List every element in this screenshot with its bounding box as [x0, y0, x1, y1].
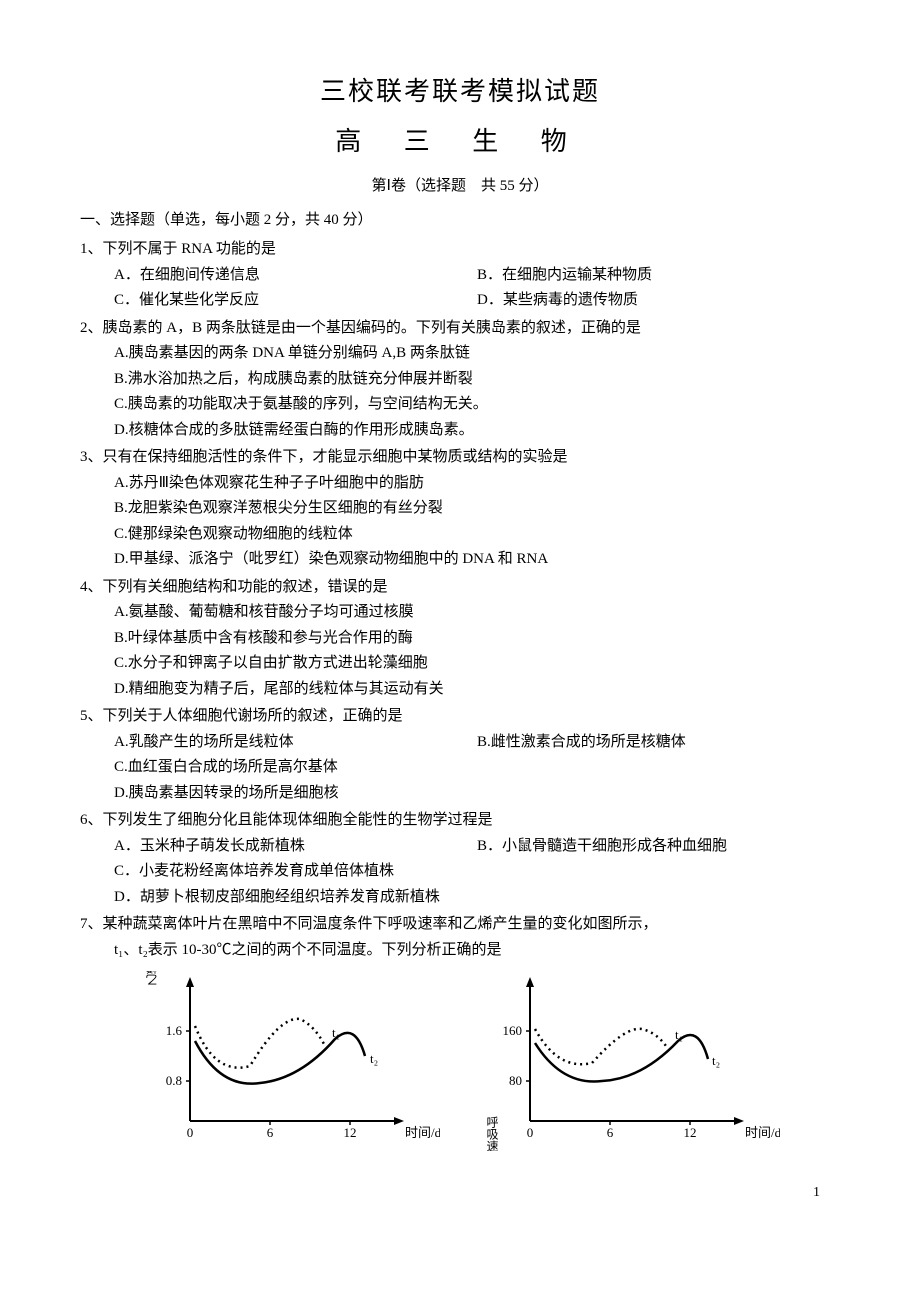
question-2-option-b: B.沸水浴加热之后，构成胰岛素的肽链充分伸展并断裂 — [114, 367, 840, 393]
page-number: 1 — [80, 1181, 840, 1205]
question-3-option-c: C.健那绿染色观察动物细胞的线粒体 — [114, 522, 840, 548]
chart-left-series-0-label: t₁ — [332, 1025, 340, 1040]
question-7-stem: 7、某种蔬菜离体叶片在黑暗中不同温度条件下呼吸速率和乙烯产生量的变化如图所示， — [80, 912, 840, 938]
question-4: 4、下列有关细胞结构和功能的叙述，错误的是 A.氨基酸、葡萄糖和核苷酸分子均可通… — [80, 575, 840, 703]
question-5-option-a: A.乳酸产生的场所是线粒体 — [114, 730, 477, 756]
chart-left: 0.8 1.6 0 6 12 t₁ t₂ 时间/d 乙烯产生量/μl·g⁻¹·h… — [140, 971, 440, 1151]
question-4-stem: 4、下列有关细胞结构和功能的叙述，错误的是 — [80, 575, 840, 601]
chart-right-series-0-label: t₁ — [675, 1027, 683, 1042]
chart-left-ylabel: 乙烯产生量/μl·g⁻¹·h⁻¹ — [145, 971, 159, 986]
charts-container: 0.8 1.6 0 6 12 t₁ t₂ 时间/d 乙烯产生量/μl·g⁻¹·h… — [80, 971, 840, 1151]
question-3-option-d: D.甲基绿、派洛宁（吡罗红）染色观察动物细胞中的 DNA 和 RNA — [114, 547, 840, 573]
chart-right-ytick-0: 80 — [509, 1073, 522, 1088]
chart-right-xlabel: 时间/d — [745, 1125, 780, 1140]
question-1-option-c: C．催化某些化学反应 — [114, 288, 477, 314]
section-header: 第Ⅰ卷（选择题 共 55 分） — [80, 174, 840, 200]
question-6-option-d: D．胡萝卜根韧皮部细胞经组织培养发育成新植株 — [114, 885, 840, 911]
question-3-stem: 3、只有在保持细胞活性的条件下，才能显示细胞中某物质或结构的实验是 — [80, 445, 840, 471]
question-2-stem: 2、胰岛素的 A，B 两条肽链是由一个基因编码的。下列有关胰岛素的叙述，正确的是 — [80, 316, 840, 342]
chart-right-xtick-1: 6 — [607, 1125, 614, 1140]
page-title-sub: 高 三 生 物 — [80, 120, 840, 164]
question-7: 7、某种蔬菜离体叶片在黑暗中不同温度条件下呼吸速率和乙烯产生量的变化如图所示， … — [80, 912, 840, 1151]
chart-right-xtick-0: 0 — [527, 1125, 534, 1140]
question-6-stem: 6、下列发生了细胞分化且能体现体细胞全能性的生物学过程是 — [80, 808, 840, 834]
question-2-option-a: A.胰岛素基因的两条 DNA 单链分别编码 A,B 两条肽链 — [114, 341, 840, 367]
question-1: 1、下列不属于 RNA 功能的是 A．在细胞间传递信息 B．在细胞内运输某种物质… — [80, 237, 840, 314]
question-2: 2、胰岛素的 A，B 两条肽链是由一个基因编码的。下列有关胰岛素的叙述，正确的是… — [80, 316, 840, 444]
chart-left-ytick-0: 0.8 — [166, 1073, 182, 1088]
question-3: 3、只有在保持细胞活性的条件下，才能显示细胞中某物质或结构的实验是 A.苏丹Ⅲ染… — [80, 445, 840, 573]
question-3-option-a: A.苏丹Ⅲ染色体观察花生种子子叶细胞中的脂肪 — [114, 471, 840, 497]
question-5: 5、下列关于人体细胞代谢场所的叙述，正确的是 A.乳酸产生的场所是线粒体 B.雌… — [80, 704, 840, 806]
chart-left-xtick-1: 6 — [267, 1125, 274, 1140]
question-2-option-d: D.核糖体合成的多肽链需经蛋白酶的作用形成胰岛素。 — [114, 418, 840, 444]
question-6-option-b: B．小鼠骨髓造干细胞形成各种血细胞 — [477, 834, 840, 860]
question-4-option-b: B.叶绿体基质中含有核酸和参与光合作用的酶 — [114, 626, 840, 652]
question-4-option-d: D.精细胞变为精子后，尾部的线粒体与其运动有关 — [114, 677, 840, 703]
page-title-main: 三校联考联考模拟试题 — [80, 70, 840, 114]
question-1-option-d: D．某些病毒的遗传物质 — [477, 288, 840, 314]
question-3-option-b: B.龙胆紫染色观察洋葱根尖分生区细胞的有丝分裂 — [114, 496, 840, 522]
question-5-option-d: D.胰岛素基因转录的场所是细胞核 — [114, 781, 840, 807]
chart-right: 80 160 0 6 12 t₁ t₂ 时间/d 呼吸速率/μl·g⁻¹·h⁻¹ — [480, 971, 780, 1151]
question-6-option-a: A．玉米种子萌发长成新植株 — [114, 834, 477, 860]
question-1-stem: 1、下列不属于 RNA 功能的是 — [80, 237, 840, 263]
instruction: 一、选择题（单选，每小题 2 分，共 40 分） — [80, 208, 840, 234]
chart-left-xlabel: 时间/d — [405, 1125, 440, 1140]
question-7-sub: t₁、t₂表示 10-30℃之间的两个不同温度。下列分析正确的是 — [80, 938, 840, 964]
question-2-option-c: C.胰岛素的功能取决于氨基酸的序列，与空间结构无关。 — [114, 392, 840, 418]
question-4-option-c: C.水分子和钾离子以自由扩散方式进出轮藻细胞 — [114, 651, 840, 677]
chart-right-ylabel: 呼吸速率/μl·g⁻¹·h⁻¹ — [485, 1116, 499, 1151]
question-4-option-a: A.氨基酸、葡萄糖和核苷酸分子均可通过核膜 — [114, 600, 840, 626]
question-5-stem: 5、下列关于人体细胞代谢场所的叙述，正确的是 — [80, 704, 840, 730]
chart-left-series-1-label: t₂ — [370, 1051, 378, 1066]
chart-left-xtick-2: 12 — [344, 1125, 357, 1140]
chart-right-ytick-1: 160 — [503, 1023, 523, 1038]
question-5-option-c: C.血红蛋白合成的场所是高尔基体 — [114, 755, 840, 781]
chart-left-ytick-1: 1.6 — [166, 1023, 183, 1038]
chart-right-series-1-label: t₂ — [712, 1053, 720, 1068]
question-6: 6、下列发生了细胞分化且能体现体细胞全能性的生物学过程是 A．玉米种子萌发长成新… — [80, 808, 840, 910]
chart-left-xtick-0: 0 — [187, 1125, 194, 1140]
question-1-option-a: A．在细胞间传递信息 — [114, 263, 477, 289]
question-1-option-b: B．在细胞内运输某种物质 — [477, 263, 840, 289]
question-6-option-c: C．小麦花粉经离体培养发育成单倍体植株 — [114, 859, 840, 885]
question-5-option-b: B.雌性激素合成的场所是核糖体 — [477, 730, 840, 756]
chart-right-xtick-2: 12 — [684, 1125, 697, 1140]
